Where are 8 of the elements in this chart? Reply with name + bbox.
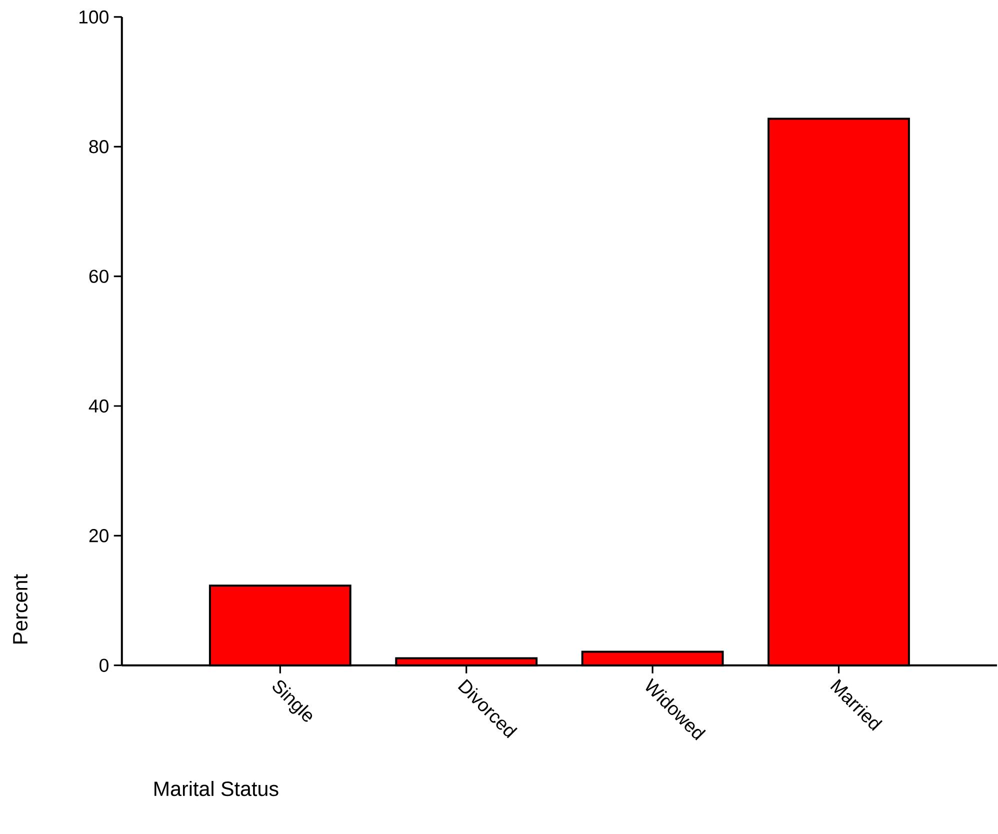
y-tick-label: 80 <box>89 140 108 154</box>
x-axis-title: Marital Status <box>154 780 278 796</box>
y-tick-label: 60 <box>89 270 108 283</box>
y-tick-label: 100 <box>79 10 108 24</box>
y-axis-title: Percent <box>13 574 28 644</box>
y-tick-label: 20 <box>89 528 108 542</box>
y-tick-label: 0 <box>100 658 108 672</box>
y-tick-label: 40 <box>88 399 108 413</box>
